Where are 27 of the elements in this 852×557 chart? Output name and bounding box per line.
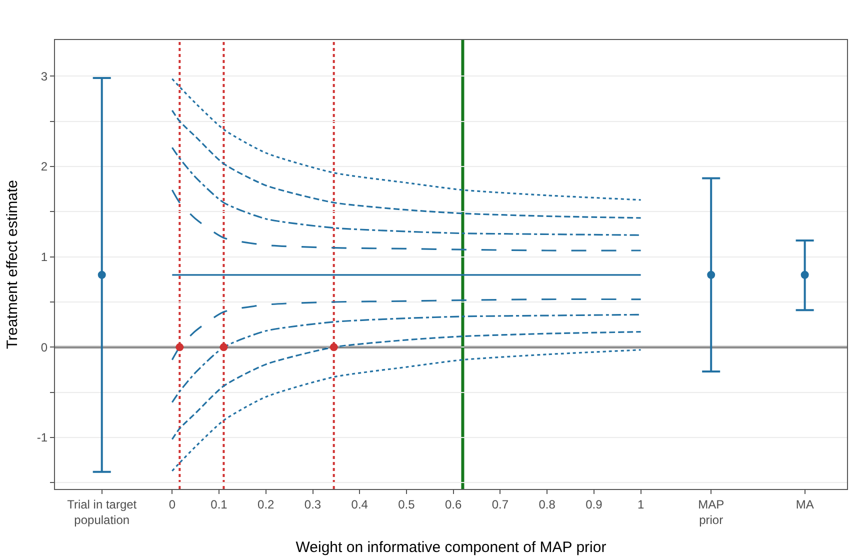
line-series	[171, 146, 642, 236]
x-tick-label: 0.7	[492, 497, 509, 512]
x-tick-label: 1	[637, 497, 644, 512]
line-series	[171, 314, 642, 404]
y-tick-label: 0	[40, 340, 48, 354]
x-tick-label: 0.1	[210, 497, 228, 512]
x-tick-label: 0.9	[586, 497, 603, 512]
y-tick-label: 1	[40, 250, 48, 264]
y-tick-label: 2	[40, 160, 48, 174]
x-tick-label: MA	[796, 497, 814, 512]
line-series	[171, 331, 642, 440]
y-tick-label: 3	[40, 69, 48, 84]
y-tick-label: -1	[36, 430, 48, 445]
x-tick-label: 0.5	[398, 497, 416, 512]
x-tick-label: 0.3	[304, 497, 322, 512]
x-tick-label: Trial in target population	[67, 497, 138, 527]
line-series	[171, 349, 642, 472]
x-tick-label: 0.6	[444, 497, 462, 512]
x-tick-label: 0.4	[351, 497, 368, 512]
line-series	[171, 78, 642, 201]
x-tick-label: 0.8	[538, 497, 556, 512]
y-axis-title: Treatment effect estimate	[4, 180, 22, 350]
x-tick-label: MAP prior	[698, 497, 724, 527]
line-series	[171, 110, 642, 219]
x-tick-label: 0	[168, 497, 176, 512]
x-axis-title: Weight on informative component of MAP prior	[296, 539, 606, 556]
x-tick-label: 0.2	[258, 497, 275, 512]
